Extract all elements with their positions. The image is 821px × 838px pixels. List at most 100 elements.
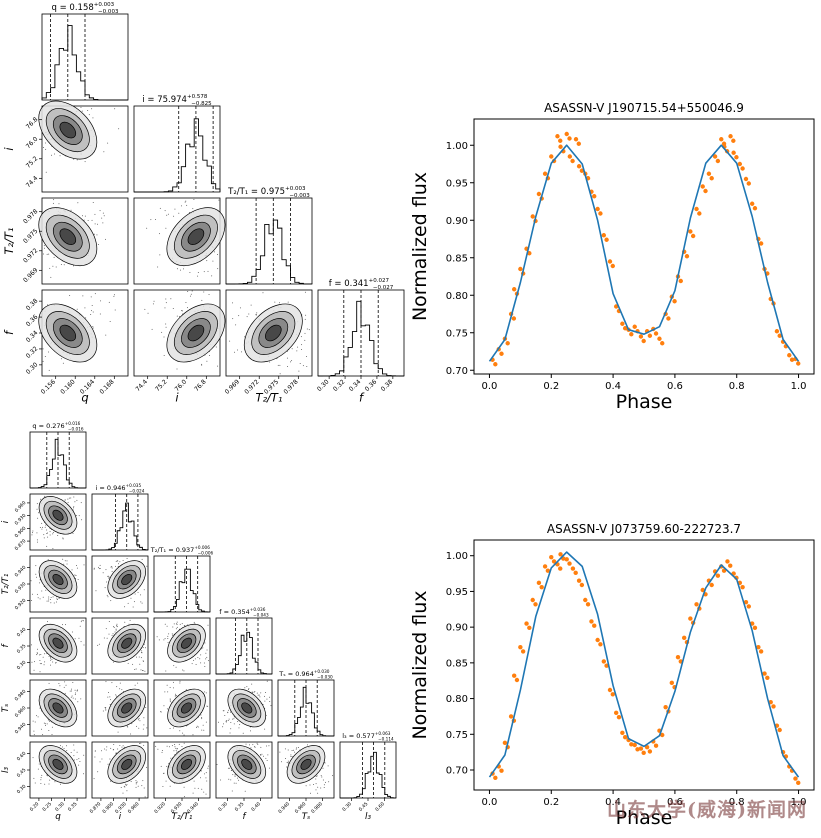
sample-point bbox=[67, 501, 69, 503]
y-tick-label: 0.960 bbox=[14, 500, 28, 514]
sample-point bbox=[39, 671, 41, 673]
y-tick-label: 0.95 bbox=[446, 178, 468, 189]
x-tick-label: 0.35 bbox=[67, 801, 79, 813]
y-axis-label-2: f bbox=[2, 329, 16, 335]
sample-point bbox=[260, 746, 262, 748]
sample-point bbox=[269, 361, 271, 363]
sample-point bbox=[69, 690, 71, 692]
sample-point bbox=[76, 564, 78, 566]
sample-point bbox=[184, 625, 186, 627]
observed-point bbox=[567, 136, 572, 141]
posterior-title-4: Tₛ = 0.964+0.030 −0.030 bbox=[278, 669, 333, 679]
sample-point bbox=[211, 275, 213, 277]
sample-point bbox=[59, 685, 61, 687]
sample-point bbox=[37, 716, 39, 718]
observed-point bbox=[579, 582, 585, 588]
sample-point bbox=[70, 751, 72, 753]
sample-point bbox=[64, 681, 66, 683]
corner-cell-4-1 bbox=[91, 679, 149, 737]
sample-point bbox=[171, 634, 173, 636]
observed-point bbox=[762, 671, 767, 676]
sample-point bbox=[143, 744, 145, 746]
sample-point bbox=[91, 304, 93, 306]
y-axis-label-0: i bbox=[1, 520, 11, 523]
sample-point bbox=[76, 751, 78, 753]
sample-point bbox=[101, 750, 103, 752]
model-curve bbox=[488, 144, 800, 362]
sample-point bbox=[159, 207, 161, 209]
sample-point bbox=[320, 787, 322, 789]
sample-point bbox=[172, 681, 174, 683]
corner-cell-5-5: 0.30 0.45 0.60 bbox=[339, 741, 397, 813]
sample-point bbox=[315, 789, 317, 791]
sample-point bbox=[140, 652, 142, 654]
sample-point bbox=[194, 787, 196, 789]
sample-point bbox=[48, 682, 50, 684]
sample-point bbox=[71, 631, 73, 633]
sample-point bbox=[54, 781, 56, 783]
sample-point bbox=[323, 784, 325, 786]
sample-point bbox=[49, 779, 51, 781]
sample-point bbox=[96, 234, 98, 236]
sample-point bbox=[248, 688, 250, 690]
sample-point bbox=[103, 748, 105, 750]
corner-cell-5-2: 0.920 0.930 0.940 bbox=[153, 741, 211, 815]
y-tick-label: 0.85 bbox=[446, 658, 468, 669]
sample-point bbox=[301, 344, 303, 346]
observed-point bbox=[709, 176, 714, 181]
x-tick-label: 74.4 bbox=[135, 378, 150, 393]
sample-point bbox=[222, 710, 224, 712]
sample-point bbox=[279, 302, 281, 304]
observed-point bbox=[758, 649, 764, 654]
sample-point bbox=[165, 302, 167, 304]
sample-point bbox=[70, 209, 72, 211]
sample-point bbox=[114, 108, 116, 110]
sample-point bbox=[51, 734, 53, 736]
sample-point bbox=[229, 767, 231, 769]
sample-point bbox=[197, 787, 199, 789]
x-tick-label: 0.38 bbox=[380, 378, 395, 393]
observed-point bbox=[527, 625, 532, 631]
observed-point bbox=[796, 780, 801, 786]
sample-point bbox=[107, 142, 109, 144]
y-tick-label: 0.940 bbox=[14, 722, 28, 736]
sample-point bbox=[48, 600, 50, 602]
sample-point bbox=[95, 590, 97, 592]
sample-point bbox=[123, 746, 125, 748]
sample-point bbox=[44, 355, 46, 357]
y-tick-label: 0.90 bbox=[446, 623, 468, 634]
observed-point bbox=[610, 692, 615, 697]
sample-point bbox=[309, 784, 311, 786]
sample-point bbox=[108, 621, 110, 623]
corner-cell-3-3: 0.30 0.32 0.34 0.36 0.38 bbox=[316, 289, 405, 393]
sample-point bbox=[323, 787, 325, 789]
x-tick-label: 0.960 bbox=[127, 801, 141, 815]
sample-point bbox=[206, 649, 208, 651]
observed-point bbox=[610, 263, 615, 269]
x-axis-label-T2/T1: T₂/T₁ bbox=[172, 812, 193, 822]
sample-point bbox=[218, 199, 220, 201]
observed-point bbox=[518, 644, 523, 650]
sample-point bbox=[50, 602, 52, 604]
sample-point bbox=[227, 709, 229, 711]
sample-point bbox=[200, 662, 202, 664]
sample-point bbox=[142, 660, 144, 662]
sample-point bbox=[266, 698, 268, 700]
sample-point bbox=[199, 658, 201, 660]
observed-point bbox=[681, 635, 687, 641]
sample-point bbox=[82, 295, 84, 297]
sample-point bbox=[229, 732, 231, 734]
light-curve-bottom: ASASSN-V J073759.60-222723.7 0.0 0.2 0.4 0.6… bbox=[409, 522, 815, 829]
sample-point bbox=[279, 751, 281, 753]
posterior-title-0: q = 0.158+0.003 −0.003 bbox=[52, 2, 119, 15]
sample-point bbox=[94, 750, 96, 752]
sample-point bbox=[33, 734, 35, 736]
corner-cell-2-1 bbox=[133, 197, 226, 285]
histogram-step bbox=[41, 25, 128, 101]
x-axis-label-Ts: Tₛ bbox=[302, 812, 311, 822]
sample-point bbox=[322, 767, 324, 769]
sample-point bbox=[195, 664, 197, 666]
x-tick-label: 0.30 bbox=[341, 801, 353, 813]
observed-point bbox=[629, 332, 634, 337]
sample-point bbox=[109, 321, 111, 323]
